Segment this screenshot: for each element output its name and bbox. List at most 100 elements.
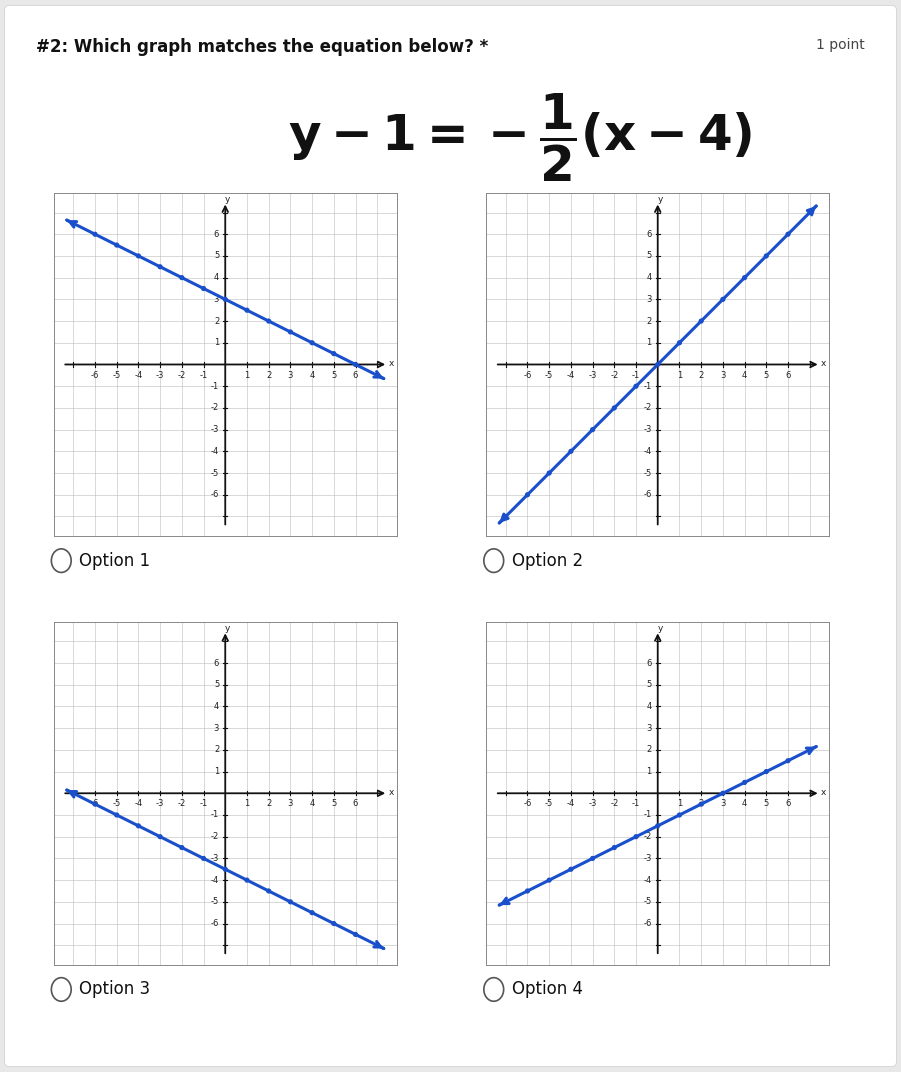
Text: -1: -1 <box>643 382 651 390</box>
Point <box>564 443 578 460</box>
Text: 4: 4 <box>214 702 219 711</box>
Text: x: x <box>388 359 394 368</box>
Text: -5: -5 <box>113 800 121 808</box>
Text: 4: 4 <box>309 371 314 379</box>
Text: 2: 2 <box>266 800 271 808</box>
Point <box>349 356 363 373</box>
Point <box>110 806 124 823</box>
Text: -6: -6 <box>643 490 651 500</box>
Point <box>520 882 534 899</box>
Text: 6: 6 <box>786 371 791 379</box>
Point <box>715 785 730 802</box>
Text: 3: 3 <box>214 724 219 732</box>
Point <box>283 893 297 910</box>
Text: 6: 6 <box>214 229 219 239</box>
Point <box>305 904 319 921</box>
Text: y: y <box>225 624 231 632</box>
Text: -4: -4 <box>567 800 575 808</box>
Point <box>240 301 254 318</box>
Text: 4: 4 <box>646 273 651 282</box>
Text: 5: 5 <box>646 252 651 260</box>
Point <box>607 400 622 417</box>
Text: $\mathbf{y - 1 = -\dfrac{1}{2}(x - 4)}$: $\mathbf{y - 1 = -\dfrac{1}{2}(x - 4)}$ <box>288 91 752 183</box>
Text: -3: -3 <box>156 371 164 379</box>
Text: 5: 5 <box>764 371 769 379</box>
Text: 5: 5 <box>214 252 219 260</box>
Text: 3: 3 <box>720 371 725 379</box>
Text: 6: 6 <box>646 658 651 668</box>
Text: -2: -2 <box>643 832 651 842</box>
Text: 5: 5 <box>332 371 336 379</box>
Point <box>66 785 80 802</box>
Point <box>520 487 534 504</box>
Point <box>629 829 643 846</box>
Point <box>218 861 232 878</box>
Text: x: x <box>821 788 826 796</box>
Text: -1: -1 <box>199 371 207 379</box>
Text: 2: 2 <box>698 800 704 808</box>
Point <box>737 774 751 791</box>
Text: 1: 1 <box>646 768 651 776</box>
Text: -6: -6 <box>523 371 532 379</box>
Text: -4: -4 <box>643 447 651 456</box>
Text: y: y <box>658 624 663 632</box>
Point <box>542 464 557 481</box>
Text: -5: -5 <box>545 371 553 379</box>
Text: -3: -3 <box>643 854 651 863</box>
Text: -3: -3 <box>156 800 164 808</box>
Point <box>781 225 796 242</box>
Point <box>326 915 341 933</box>
Text: 4: 4 <box>646 702 651 711</box>
Point <box>672 334 687 352</box>
Point <box>66 214 80 232</box>
Point <box>261 312 276 329</box>
Text: 1: 1 <box>677 371 682 379</box>
Text: -2: -2 <box>610 371 618 379</box>
Point <box>240 872 254 889</box>
Point <box>132 248 146 265</box>
Point <box>586 421 600 438</box>
Text: -3: -3 <box>588 371 596 379</box>
Point <box>803 741 817 758</box>
Point <box>694 795 708 813</box>
Text: 2: 2 <box>214 316 219 326</box>
Text: -5: -5 <box>545 800 553 808</box>
Text: 2: 2 <box>266 371 271 379</box>
Text: 6: 6 <box>353 800 359 808</box>
Text: -3: -3 <box>211 854 219 863</box>
Text: -6: -6 <box>523 800 532 808</box>
Text: -2: -2 <box>610 800 618 808</box>
Point <box>498 508 513 525</box>
Text: -1: -1 <box>199 800 207 808</box>
Point <box>326 345 341 362</box>
Text: -2: -2 <box>643 403 651 413</box>
Text: 4: 4 <box>214 273 219 282</box>
Point <box>175 839 189 857</box>
Point <box>87 795 102 813</box>
Point <box>370 367 385 384</box>
Text: 1: 1 <box>646 339 651 347</box>
Text: -6: -6 <box>211 919 219 928</box>
Text: y: y <box>658 195 663 204</box>
Text: 2: 2 <box>646 745 651 755</box>
Text: 3: 3 <box>720 800 725 808</box>
Text: 6: 6 <box>214 658 219 668</box>
Text: -1: -1 <box>632 800 640 808</box>
Point <box>586 850 600 867</box>
Text: 2: 2 <box>214 745 219 755</box>
Point <box>651 817 665 834</box>
Text: -5: -5 <box>211 897 219 906</box>
Text: #2: Which graph matches the equation below? *: #2: Which graph matches the equation bel… <box>36 38 488 56</box>
Text: Option 1: Option 1 <box>79 552 150 569</box>
Point <box>672 806 687 823</box>
Text: -3: -3 <box>211 426 219 434</box>
Text: 3: 3 <box>646 724 651 732</box>
Text: 3: 3 <box>214 295 219 303</box>
Text: 5: 5 <box>214 681 219 689</box>
Text: -4: -4 <box>134 371 142 379</box>
Point <box>283 324 297 341</box>
Text: 1: 1 <box>244 800 250 808</box>
Text: -5: -5 <box>643 468 651 477</box>
Text: 2: 2 <box>698 371 704 379</box>
Point <box>737 269 751 286</box>
